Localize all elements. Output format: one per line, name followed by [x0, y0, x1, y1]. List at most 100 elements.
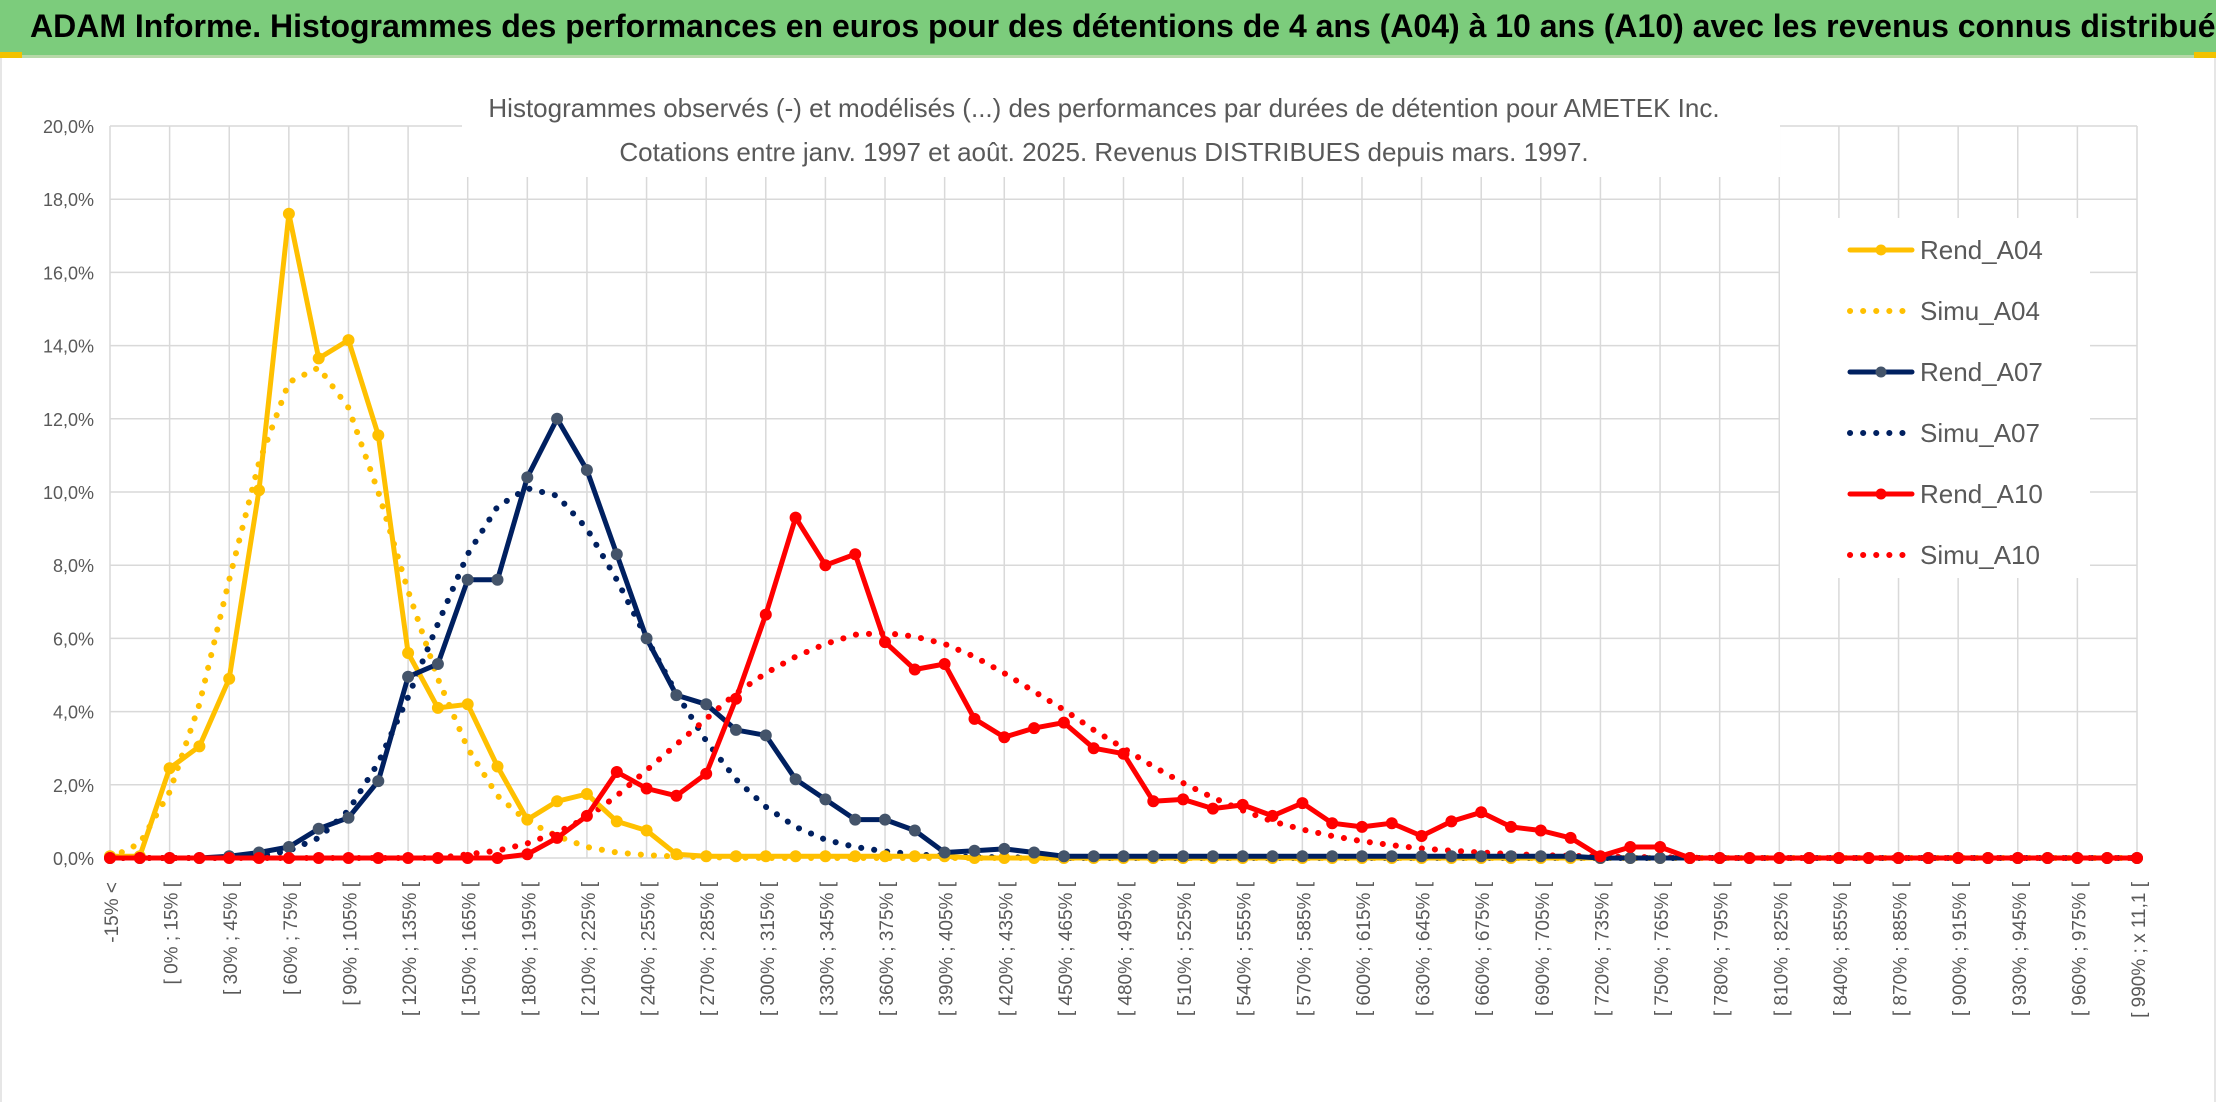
- data-point: [998, 842, 1011, 855]
- data-point: [580, 464, 593, 476]
- x-tick-label: [ 690% ; 705% [: [1533, 881, 1554, 1016]
- data-point: [1475, 806, 1488, 819]
- data-point: [908, 824, 921, 837]
- data-point: [879, 813, 891, 826]
- x-tick-label: [ 900% ; 915% [: [1950, 881, 1971, 1016]
- legend-background: [1780, 218, 2090, 578]
- data-point: [610, 766, 623, 778]
- data-point: [2131, 852, 2143, 864]
- data-point: [1296, 797, 1309, 810]
- x-axis-tick-labels: -15% < [ 0% ; 15% [[ 30% ; 45% [[ 60% ; 7…: [102, 881, 2150, 1018]
- data-point: [1415, 850, 1428, 863]
- x-tick-label: [ 480% ; 495% [: [1116, 881, 1137, 1016]
- y-tick-label: 20,0%: [43, 117, 94, 137]
- y-tick-label: 2,0%: [53, 776, 94, 796]
- data-point: [700, 767, 713, 780]
- data-point: [700, 698, 713, 711]
- data-point: [789, 850, 802, 863]
- data-point: [610, 815, 623, 828]
- data-point: [104, 852, 116, 864]
- legend-item-rend_a10: Rend_A10: [1847, 479, 2043, 509]
- data-point: [1713, 852, 1726, 864]
- data-point: [282, 852, 295, 864]
- data-point: [342, 852, 355, 864]
- legend-marker: [1875, 244, 1887, 256]
- x-tick-label: -15% <: [102, 882, 123, 943]
- data-point: [789, 773, 802, 786]
- legend-label: Rend_A07: [1920, 357, 2043, 387]
- banner-corner-right: [2194, 52, 2216, 58]
- data-point: [1356, 850, 1368, 863]
- x-tick-label: [ 570% ; 585% [: [1294, 881, 1315, 1016]
- data-point: [610, 548, 623, 561]
- data-point: [640, 632, 653, 645]
- x-tick-label: [ 630% ; 645% [: [1414, 881, 1435, 1016]
- data-point: [1057, 716, 1070, 729]
- data-point: [342, 811, 355, 824]
- x-tick-label: [ 600% ; 615% [: [1354, 881, 1375, 1016]
- data-point: [491, 852, 504, 864]
- data-point: [1624, 852, 1637, 864]
- x-tick-label: [ 300% ; 315% [: [758, 881, 779, 1016]
- report-title: ADAM Informe. Histogrammes des performan…: [30, 8, 2216, 44]
- data-point: [1117, 850, 1130, 863]
- y-tick-label: 8,0%: [53, 556, 94, 576]
- data-point: [1803, 852, 1816, 864]
- y-tick-label: 4,0%: [53, 703, 94, 723]
- data-point: [819, 559, 832, 572]
- y-tick-label: 16,0%: [43, 263, 94, 283]
- data-point: [491, 573, 504, 586]
- data-point: [491, 760, 504, 773]
- data-point: [521, 471, 534, 484]
- data-point: [163, 762, 176, 775]
- data-point: [1534, 850, 1547, 863]
- legend-label: Rend_A04: [1920, 235, 2043, 265]
- x-tick-label: [ 750% ; 765% [: [1652, 881, 1673, 1016]
- legend-item-simu_a04: Simu_A04: [1847, 296, 2040, 326]
- x-tick-label: [ 990% ; x 11,1 [: [2129, 881, 2150, 1018]
- data-point: [312, 352, 325, 365]
- data-point: [730, 850, 742, 863]
- data-point: [461, 852, 474, 864]
- data-point: [640, 782, 653, 795]
- x-tick-label: [ 540% ; 555% [: [1235, 881, 1256, 1016]
- chart-frame: [0, 58, 2216, 1102]
- data-point: [819, 850, 832, 863]
- data-point: [1564, 831, 1577, 844]
- data-point: [1862, 852, 1875, 864]
- data-point: [1236, 798, 1249, 811]
- data-point: [1177, 850, 1190, 863]
- chart-subtitle: Cotations entre janv. 1997 et août. 2025…: [619, 137, 1588, 167]
- data-point: [1564, 850, 1577, 863]
- x-tick-label: [ 150% ; 165% [: [460, 881, 481, 1016]
- data-point: [1624, 841, 1637, 853]
- data-point: [461, 698, 474, 711]
- data-point: [312, 852, 325, 864]
- data-point: [461, 573, 474, 586]
- data-point: [402, 670, 415, 683]
- chart-series: [104, 207, 2143, 864]
- data-point: [1445, 815, 1458, 828]
- data-point: [879, 636, 891, 649]
- x-tick-label: [ 870% ; 885% [: [1891, 881, 1912, 1016]
- data-point: [1087, 742, 1100, 755]
- data-point: [402, 647, 415, 659]
- data-point: [253, 484, 265, 497]
- data-point: [700, 850, 713, 863]
- data-point: [312, 822, 325, 835]
- x-tick-label: [ 180% ; 195% [: [519, 881, 540, 1016]
- data-point: [1147, 850, 1160, 863]
- data-point: [1982, 852, 1994, 864]
- data-point: [849, 850, 862, 863]
- chart-legend: Rend_A04 Simu_A04 Rend_A07 Simu_A07 Rend_A10…: [1847, 235, 2043, 570]
- legend-label: Simu_A04: [1920, 296, 2040, 326]
- data-point: [2071, 852, 2084, 864]
- x-tick-label: [ 930% ; 945% [: [2010, 881, 2031, 1016]
- x-tick-label: [ 210% ; 225% [: [579, 881, 600, 1016]
- data-point: [1505, 850, 1517, 863]
- data-point: [193, 740, 206, 753]
- data-point: [372, 852, 385, 864]
- data-point: [1534, 824, 1547, 837]
- legend-marker: [1875, 488, 1887, 500]
- data-point: [551, 795, 564, 808]
